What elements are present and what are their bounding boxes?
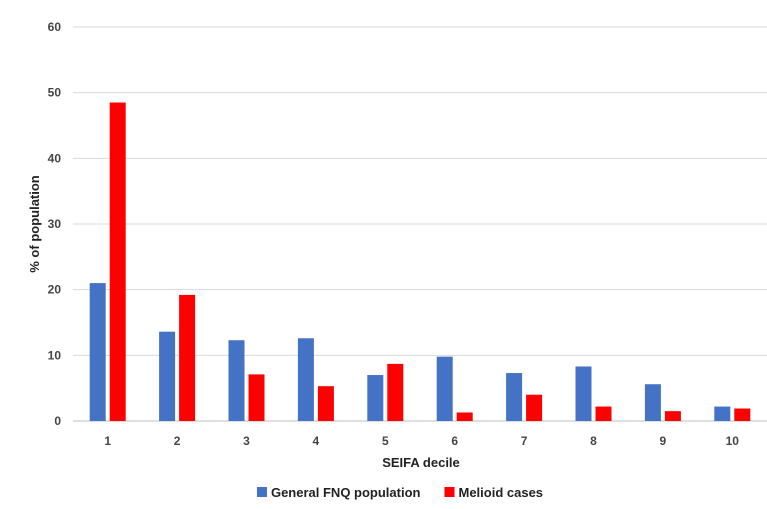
x-tick-label: 4 xyxy=(313,434,320,448)
x-tick-label: 3 xyxy=(243,434,250,448)
bar-general-population xyxy=(644,384,661,421)
bar-melioid-cases xyxy=(526,394,543,421)
legend-label: Melioid cases xyxy=(458,485,543,500)
x-tick-label: 9 xyxy=(660,434,667,448)
bar-melioid-cases xyxy=(109,102,126,422)
legend-item: General FNQ population xyxy=(256,485,421,500)
bar-general-population xyxy=(159,331,176,421)
y-tick-label: 10 xyxy=(48,348,62,362)
y-tick-label: 50 xyxy=(48,86,62,100)
bar-general-population xyxy=(714,406,731,421)
bar-general-population xyxy=(297,338,314,421)
bar-melioid-cases xyxy=(179,294,196,421)
x-tick-label: 1 xyxy=(104,434,111,448)
y-tick-label: 60 xyxy=(48,20,62,34)
x-axis-title: SEIFA decile xyxy=(382,455,460,470)
bar-general-population xyxy=(506,373,523,421)
bar-melioid-cases xyxy=(387,363,404,421)
bar-melioid-cases xyxy=(456,412,473,421)
x-tick-label: 5 xyxy=(382,434,389,448)
y-tick-label: 0 xyxy=(54,414,61,428)
y-axis-title: % of population xyxy=(27,175,42,273)
legend-swatch xyxy=(256,487,267,497)
y-tick-label: 40 xyxy=(48,151,62,165)
legend: General FNQ population Melioid cases xyxy=(256,485,543,500)
y-tick-labels: 0 10 20 30 40 50 60 xyxy=(48,20,62,428)
x-tick-label: 8 xyxy=(590,434,597,448)
x-tick-label: 6 xyxy=(451,434,458,448)
bar-melioid-cases xyxy=(664,411,681,421)
y-tick-label: 30 xyxy=(48,217,62,231)
bars xyxy=(89,102,751,422)
bar-melioid-cases xyxy=(317,386,334,421)
x-tick-labels: 1 2 3 4 5 6 7 8 9 10 xyxy=(104,434,739,448)
bar-melioid-cases xyxy=(595,406,612,421)
x-tick-label: 10 xyxy=(726,434,740,448)
bar-melioid-cases xyxy=(734,408,751,421)
legend-label: General FNQ population xyxy=(271,485,421,500)
y-tick-label: 20 xyxy=(48,283,62,297)
bar-general-population xyxy=(228,340,245,421)
bar-general-population xyxy=(89,283,106,421)
legend-item: Melioid cases xyxy=(444,485,543,500)
bar-melioid-cases xyxy=(248,374,265,421)
x-tick-label: 2 xyxy=(174,434,181,448)
bar-general-population xyxy=(436,356,453,421)
x-tick-label: 7 xyxy=(521,434,528,448)
bar-general-population xyxy=(367,375,384,421)
legend-swatch xyxy=(444,487,455,497)
bar-general-population xyxy=(575,366,592,421)
